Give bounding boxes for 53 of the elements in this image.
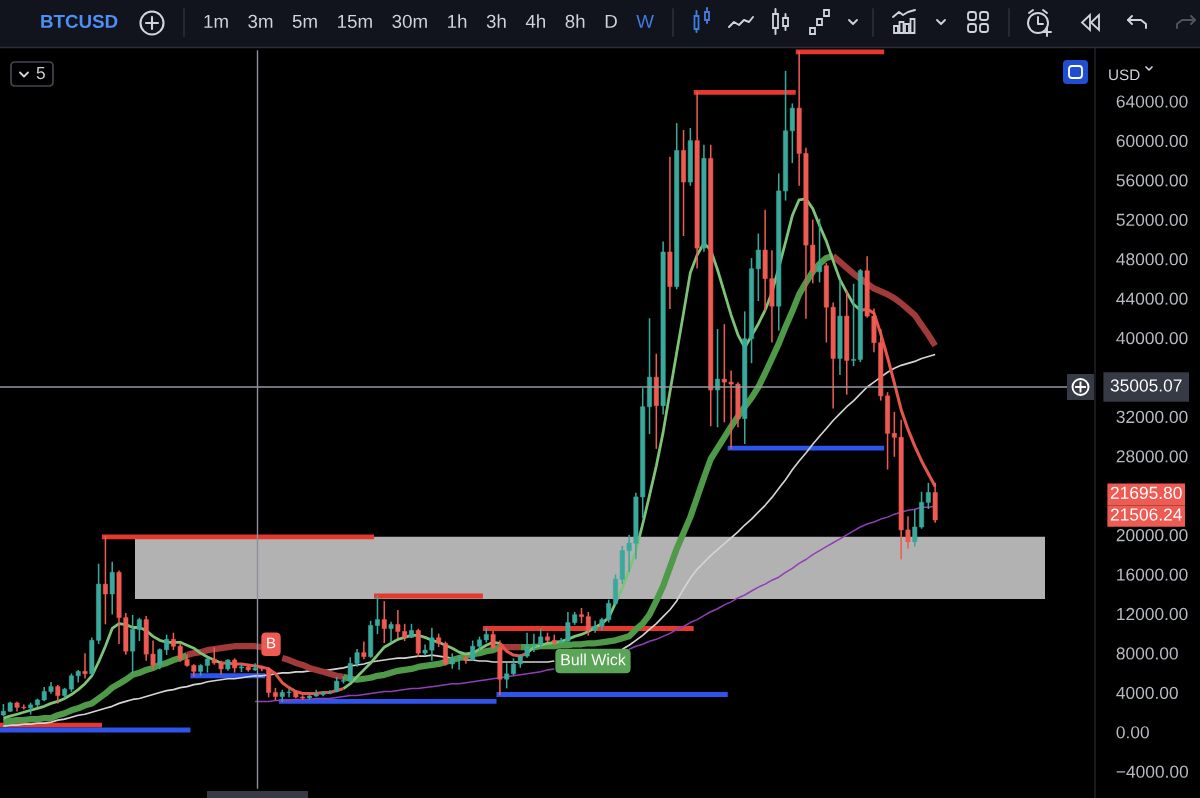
y-axis-title: USD [1109,69,1140,81]
y-tick-label: 16000.00 [1117,568,1188,581]
candlestick [789,103,795,164]
text: 1m [204,14,228,28]
y-tick-label: 12000.00 [1117,607,1188,621]
y-tick-label: 32000.00 [1116,410,1188,424]
y-tick-label: 8000.00 [1116,647,1178,660]
candlestick [755,233,761,302]
annotation: 5 [36,67,45,80]
candlestick [109,561,115,615]
candlestick [851,283,857,367]
text: 21506.24 [1110,508,1182,521]
text: 5m [292,14,317,29]
text: 15m [338,14,372,29]
y-tick-label: 60000.00 [1116,134,1188,148]
candlestick [102,536,108,625]
text: 21695.80 [1110,486,1182,499]
candlestick [82,653,88,679]
text: 3h [486,14,506,29]
ref-line-label: 35005.07 [1110,379,1182,392]
y-tick-label: 40000.00 [1116,331,1188,345]
text: 1h [448,14,467,28]
text: 4h [525,14,546,28]
text: D [605,14,617,28]
candlestick [136,617,142,642]
candlestick [381,601,387,644]
text: 8h [565,14,585,29]
candlestick [361,641,367,660]
text: W [636,14,654,28]
y-tick-label: 20000.00 [1116,529,1188,542]
candlestick [252,663,258,671]
chart-title: BTCUSD [41,14,118,29]
text: 30m [392,14,427,29]
annotation: B [267,637,276,649]
candlestick [130,614,136,674]
candlestick [715,329,720,428]
y-tick-label: 52000.00 [1116,213,1188,226]
candlestick [375,595,380,635]
y-tick-label: 4000.00 [1116,686,1178,700]
y-tick-label: 28000.00 [1116,450,1188,463]
y-tick-label: 0.00 [1116,726,1149,739]
y-tick-label: 44000.00 [1116,292,1188,305]
candlestick [463,655,469,664]
text: 3m [248,14,273,29]
candlestick [388,621,394,644]
y-tick-label: −4000.00 [1116,765,1189,778]
y-tick-label: 64000.00 [1116,95,1188,108]
candlestick [817,218,823,283]
candlestick [925,482,931,510]
candlestick [415,628,421,657]
y-tick-label: 56000.00 [1116,174,1188,187]
y-tick-label: 48000.00 [1116,253,1188,266]
annotation: Bull Wick [561,653,626,666]
